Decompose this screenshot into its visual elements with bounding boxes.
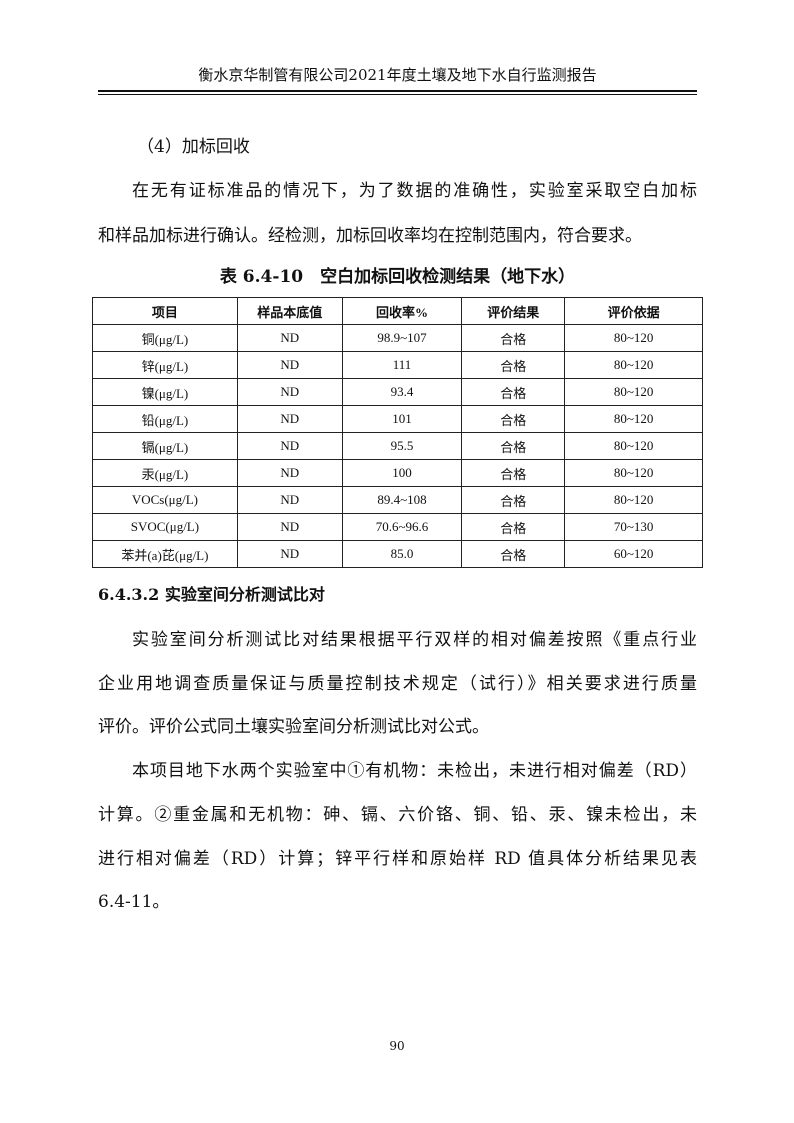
- table-cell: ND: [236, 351, 343, 379]
- table-cell: 合格: [461, 459, 566, 487]
- table-cell: ND: [236, 513, 343, 541]
- paragraph-line: 和样品加标进行确认。经检测，加标回收率均在控制范围内，符合要求。: [98, 226, 642, 246]
- table-cell: 锌(μg/L): [92, 351, 238, 379]
- paragraph-line: 本项目地下水两个实验室中①有机物：未检出，未进行相对偏差（RD）: [132, 761, 697, 781]
- table-cell: 合格: [461, 486, 566, 514]
- table-cell: 80~120: [564, 432, 703, 460]
- table-cell: 铅(μg/L): [92, 405, 238, 433]
- table-cell: 60~120: [564, 540, 703, 568]
- table-cell: 合格: [461, 405, 566, 433]
- table-cell: ND: [236, 324, 343, 352]
- table-cell: 合格: [461, 378, 566, 406]
- table-cell: ND: [236, 405, 343, 433]
- paragraph-line: 计算。②重金属和无机物：砷、镉、六价铬、铜、铅、汞、镍未检出，未: [98, 805, 697, 825]
- table-cell: ND: [236, 432, 343, 460]
- paragraph-line: 进行相对偏差（RD）计算；锌平行样和原始样 RD 值具体分析结果见表: [98, 849, 697, 869]
- table-cell: 93.4: [341, 378, 463, 406]
- table-cell: 101: [341, 405, 463, 433]
- paragraph-line: 6.4-11。: [98, 892, 170, 912]
- table-row: SVOC(μg/L) ND 70.6~96.6 合格 70~130: [92, 513, 703, 541]
- table-cell: 合格: [461, 351, 566, 379]
- table-cell: SVOC(μg/L): [92, 513, 238, 541]
- table-row: 铜(μg/L) ND 98.9~107 合格 80~120: [92, 324, 703, 352]
- column-header: 样品本底值: [236, 297, 343, 325]
- subheading: （4）加标回收: [137, 137, 250, 157]
- column-header: 评价依据: [564, 297, 703, 325]
- table-cell: ND: [236, 486, 343, 514]
- table-cell: 95.5: [341, 432, 463, 460]
- table-cell: 85.0: [341, 540, 463, 568]
- table-cell: 镍(μg/L): [92, 378, 238, 406]
- paragraph-line: 实验室间分析测试比对结果根据平行双样的相对偏差按照《重点行业: [132, 630, 697, 650]
- table-cell: 80~120: [564, 324, 703, 352]
- table-cell: 70~130: [564, 513, 703, 541]
- table-row: 铅(μg/L) ND 101 合格 80~120: [92, 405, 703, 433]
- table-row: VOCs(μg/L) ND 89.4~108 合格 80~120: [92, 486, 703, 514]
- table-row: 镍(μg/L) ND 93.4 合格 80~120: [92, 378, 703, 406]
- table-row: 汞(μg/L) ND 100 合格 80~120: [92, 459, 703, 487]
- header-rule-thin: [98, 94, 697, 95]
- table-cell: 80~120: [564, 459, 703, 487]
- table-cell: 70.6~96.6: [341, 513, 463, 541]
- table-cell: 80~120: [564, 378, 703, 406]
- column-header: 项目: [92, 297, 238, 325]
- table-cell: ND: [236, 540, 343, 568]
- table-row: 镉(μg/L) ND 95.5 合格 80~120: [92, 432, 703, 460]
- table-cell: 合格: [461, 432, 566, 460]
- table-row: 苯并(a)芘(μg/L) ND 85.0 合格 60~120: [92, 540, 703, 568]
- table-title: 表 6.4-10 空白加标回收检测结果（地下水）: [219, 267, 576, 287]
- table-header-row: 项目 样品本底值 回收率% 评价结果 评价依据: [92, 297, 703, 325]
- table-cell: 铜(μg/L): [92, 324, 238, 352]
- table-cell: 80~120: [564, 405, 703, 433]
- table-cell: 98.9~107: [341, 324, 463, 352]
- table-cell: 111: [341, 351, 463, 379]
- table-cell: 合格: [461, 513, 566, 541]
- recovery-table: 项目 样品本底值 回收率% 评价结果 评价依据 铜(μg/L) ND 98.9~107 合格 8…: [92, 297, 703, 568]
- column-header: 评价结果: [461, 297, 566, 325]
- table-cell: ND: [236, 459, 343, 487]
- section-heading: 6.4.3.2 实验室间分析测试比对: [98, 585, 325, 604]
- table-cell: 80~120: [564, 486, 703, 514]
- paragraph-line: 企业用地调查质量保证与质量控制技术规定（试行）》相关要求进行质量: [98, 674, 697, 694]
- table-cell: 镉(μg/L): [92, 432, 238, 460]
- column-header: 回收率%: [341, 297, 463, 325]
- paragraph-line: 评价。评价公式同土壤实验室间分析测试比对公式。: [98, 717, 489, 737]
- table-cell: ND: [236, 378, 343, 406]
- page-number: 90: [389, 1039, 405, 1053]
- table-cell: 100: [341, 459, 463, 487]
- table-cell: 汞(μg/L): [92, 459, 238, 487]
- table-row: 锌(μg/L) ND 111 合格 80~120: [92, 351, 703, 379]
- table-cell: 合格: [461, 324, 566, 352]
- table-cell: 89.4~108: [341, 486, 463, 514]
- table-cell: VOCs(μg/L): [92, 486, 238, 514]
- table-cell: 80~120: [564, 351, 703, 379]
- paragraph-line: 在无有证标准品的情况下，为了数据的准确性，实验室采取空白加标: [132, 181, 697, 201]
- table-cell: 合格: [461, 540, 566, 568]
- table-cell: 苯并(a)芘(μg/L): [92, 540, 238, 568]
- running-header: 衡水京华制管有限公司2021年度土壤及地下水自行监测报告: [198, 66, 597, 84]
- header-rule: [98, 90, 697, 92]
